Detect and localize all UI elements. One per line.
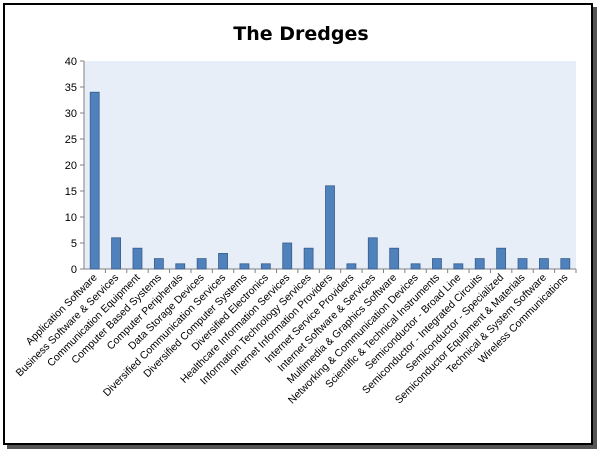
bar <box>517 258 528 270</box>
y-tick-label: 40 <box>65 56 77 68</box>
bar <box>282 242 293 270</box>
bar <box>153 258 164 270</box>
y-tick-label: 5 <box>71 238 77 250</box>
bar <box>410 263 421 270</box>
y-tick-label: 10 <box>65 212 77 224</box>
bar <box>111 237 121 270</box>
bar <box>367 237 378 270</box>
bar <box>496 247 507 270</box>
bar <box>539 258 549 270</box>
bar <box>325 185 335 270</box>
bar <box>389 247 400 270</box>
chart-title: The Dredges <box>233 23 369 45</box>
y-tick-label: 0 <box>71 264 77 276</box>
bar <box>132 247 143 270</box>
y-axis-ticks: 0 5 10 15 20 25 30 35 40 <box>65 56 84 276</box>
bar <box>175 263 186 270</box>
bar <box>432 258 442 270</box>
y-tick-label: 25 <box>65 134 77 146</box>
y-tick-label: 15 <box>65 186 77 198</box>
bar <box>260 263 271 270</box>
bar <box>346 263 357 270</box>
y-tick-label: 35 <box>65 82 77 94</box>
bar <box>218 252 228 270</box>
y-tick-label: 20 <box>65 160 77 172</box>
bar <box>453 263 464 270</box>
y-tick-label: 30 <box>65 108 77 120</box>
bars <box>89 91 571 270</box>
bar <box>196 258 207 270</box>
bar <box>560 258 571 270</box>
bar <box>89 91 100 270</box>
bar <box>303 247 314 270</box>
bar <box>474 258 485 270</box>
bar <box>239 263 250 270</box>
